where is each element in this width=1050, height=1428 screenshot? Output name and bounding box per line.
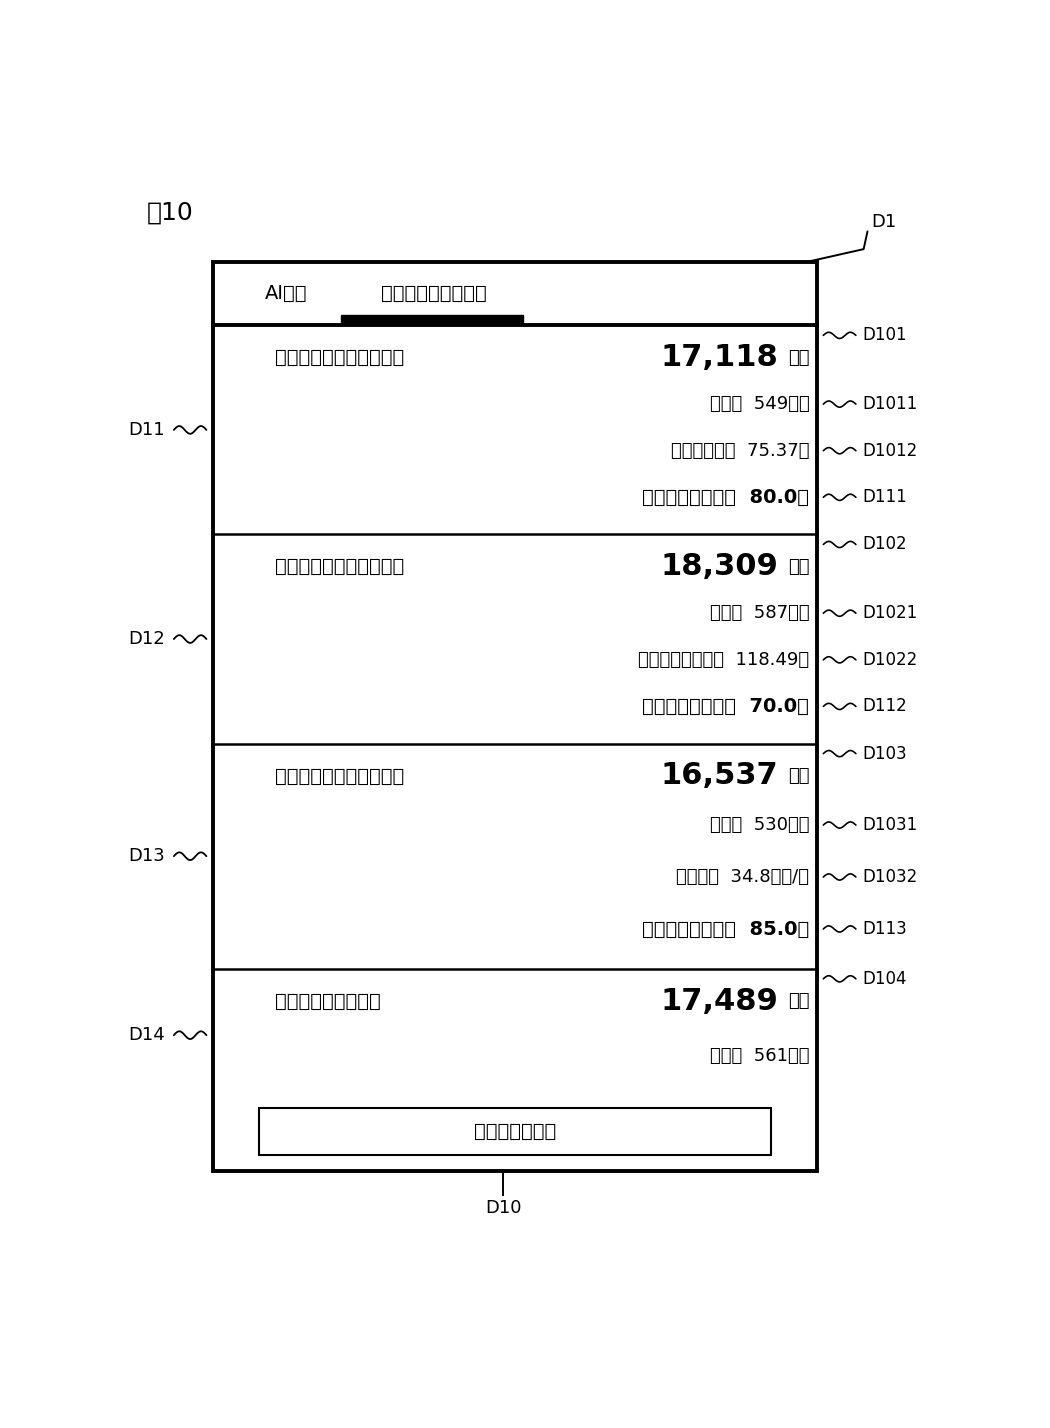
Text: 特許マンション: 特許マンション (474, 1122, 556, 1141)
Text: D12: D12 (128, 630, 165, 648)
Text: 万円: 万円 (788, 767, 810, 785)
Text: D1022: D1022 (862, 651, 918, 668)
Text: 坪単価  530万円: 坪単価 530万円 (710, 815, 810, 834)
Text: D13: D13 (128, 847, 165, 865)
Text: リノベ増分割合から算出: リノベ増分割合から算出 (275, 557, 404, 577)
Text: D1032: D1032 (862, 868, 918, 885)
Bar (212, 263, 817, 1171)
Text: 坪単価  549万円: 坪単価 549万円 (710, 396, 810, 413)
Text: D1011: D1011 (862, 396, 918, 413)
Text: リノベ増分単価から算出: リノベ増分単価から算出 (275, 767, 404, 785)
Text: 17,118: 17,118 (660, 343, 778, 373)
Bar (340, 314, 523, 324)
Text: 事例からの信頼度  70.0％: 事例からの信頼度 70.0％ (643, 697, 810, 715)
Text: 16,537: 16,537 (660, 761, 778, 791)
Text: D11: D11 (128, 421, 165, 438)
Text: 増分単価  34.8万円/坪: 増分単価 34.8万円/坪 (676, 868, 810, 885)
Text: D111: D111 (862, 488, 907, 507)
Text: 万円: 万円 (788, 992, 810, 1010)
Text: 坪単価  587万円: 坪単価 587万円 (710, 604, 810, 623)
Text: 17,489: 17,489 (660, 987, 778, 1015)
Text: D1021: D1021 (862, 604, 918, 623)
Text: D1012: D1012 (862, 441, 918, 460)
Text: 新築価格割合  75.37％: 新築価格割合 75.37％ (671, 441, 810, 460)
Text: D10: D10 (485, 1198, 522, 1217)
Text: 事例からの信頼度  85.0％: 事例からの信頼度 85.0％ (643, 920, 810, 938)
Text: 万円: 万円 (788, 558, 810, 575)
Text: D112: D112 (862, 697, 907, 715)
Text: D113: D113 (862, 920, 907, 938)
Text: D103: D103 (862, 744, 907, 763)
Text: 総合リノベ推定価格: 総合リノベ推定価格 (275, 991, 380, 1011)
Text: D1: D1 (872, 213, 897, 231)
Text: 一般中古物件比較  118.49％: 一般中古物件比較 118.49％ (638, 651, 810, 668)
Text: 万円: 万円 (788, 348, 810, 367)
Text: D1031: D1031 (862, 815, 918, 834)
Text: D102: D102 (862, 536, 907, 554)
Bar (259, 1108, 771, 1155)
Text: 18,309: 18,309 (660, 553, 778, 581)
Text: D104: D104 (862, 970, 906, 988)
Text: 坪単価  561万円: 坪単価 561万円 (710, 1047, 810, 1065)
Text: D101: D101 (862, 327, 907, 344)
Text: 図10: 図10 (147, 200, 193, 224)
Text: 事例からの信頼度  80.0％: 事例からの信頼度 80.0％ (643, 488, 810, 507)
Text: 新築価格割合からの算出: 新築価格割合からの算出 (275, 348, 404, 367)
Text: D14: D14 (128, 1027, 165, 1044)
Text: AI査定: AI査定 (265, 284, 308, 303)
Text: リノベーション査定: リノベーション査定 (380, 284, 486, 303)
